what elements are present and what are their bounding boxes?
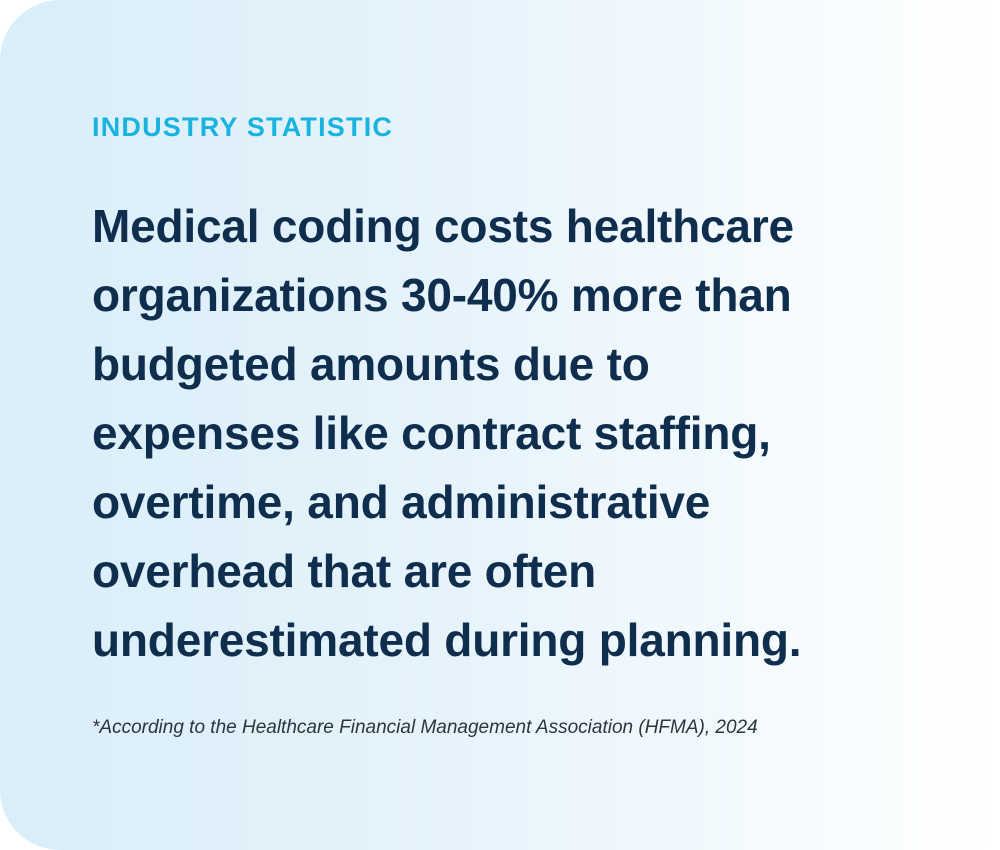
headline-line: overhead that are often (92, 545, 597, 597)
statistic-headline: Medical coding costs healthcare organiza… (92, 192, 952, 675)
source-citation: *According to the Healthcare Financial M… (92, 717, 758, 738)
headline-line: budgeted amounts due to (92, 338, 650, 390)
headline-line: overtime, and administrative (92, 476, 711, 528)
eyebrow-label: INDUSTRY STATISTIC (92, 112, 394, 142)
headline-line: underestimated during planning. (92, 614, 802, 666)
headline-line: organizations 30-40% more than (92, 269, 792, 321)
headline-line: expenses like contract staffing, (92, 407, 771, 459)
headline-line: Medical coding costs healthcare (92, 200, 794, 252)
